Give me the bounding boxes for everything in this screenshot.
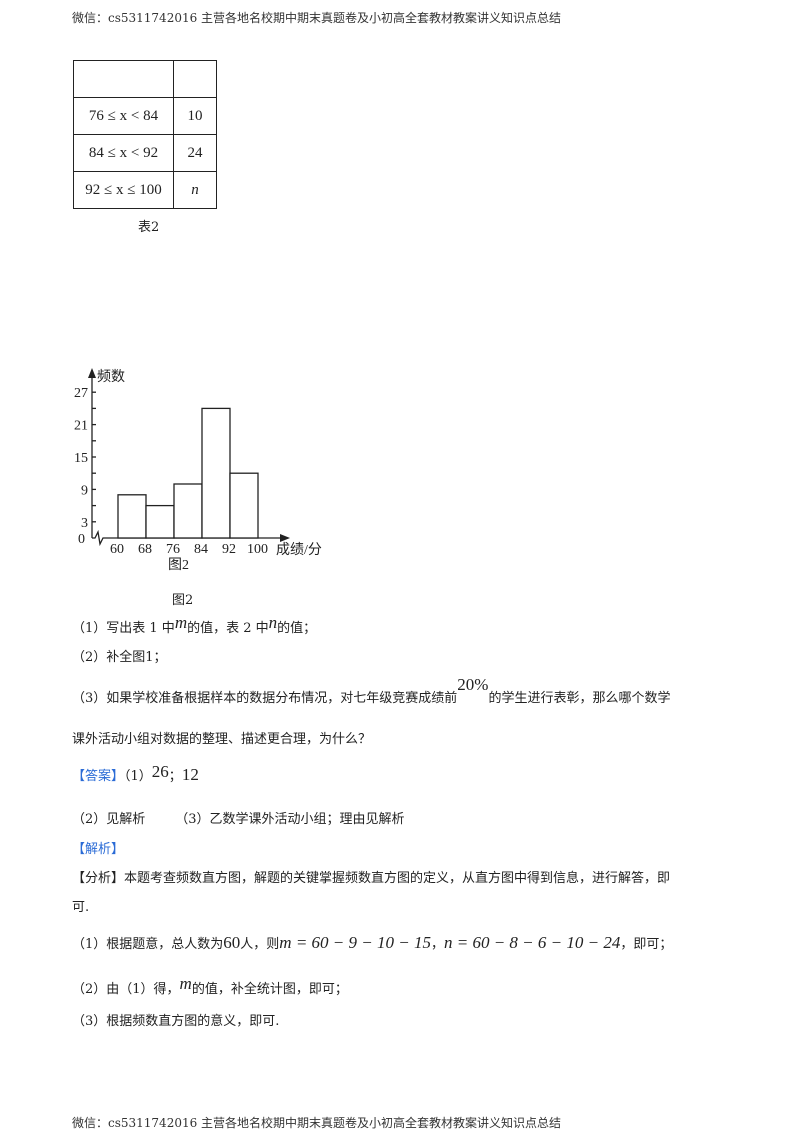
figure-caption: 图2 — [172, 593, 194, 608]
x-tick-label: 92 — [222, 542, 236, 557]
table-row: 84 ≤ x < 92 24 — [73, 134, 217, 172]
histogram-bar — [117, 494, 147, 539]
range-cell — [73, 60, 174, 98]
y-tick-label: 21 — [74, 419, 88, 434]
x-tick-label: 60 — [110, 542, 124, 557]
x-axis-arrow — [280, 534, 290, 542]
x-tick-label: 68 — [138, 542, 152, 557]
histogram-bar — [229, 472, 259, 539]
answer-line-1: 【答案】（1）26；12 — [72, 762, 199, 784]
chart-title: 图2 — [168, 558, 189, 573]
histogram-bar — [201, 407, 231, 539]
analysis-summary: 【分析】本题考查频数直方图，解题的关键掌握频数直方图的定义，从直方图中得到信息，… — [72, 871, 671, 886]
table-row: 92 ≤ x ≤ 100 n — [73, 171, 217, 209]
y-axis-label: 频数 — [97, 369, 125, 385]
page-footer: 微信：cs5311742016 主营各地名校期中期末真题卷及小初高全套教材教案讲… — [72, 1116, 562, 1130]
solution-2: （2）由（1）得，m的值，补全统计图，即可； — [72, 974, 348, 997]
table-row — [73, 60, 217, 98]
analysis-summary-end: 可. — [72, 900, 90, 915]
table-caption: 表2 — [138, 220, 160, 235]
histogram-bar — [173, 483, 203, 539]
question-1: （1）写出表 1 中m的值，表 2 中n的值； — [72, 613, 317, 636]
answer-line-2: （2）见解析 （3）乙数学课外活动小组；理由见解析 — [72, 812, 405, 827]
y-tick-label: 27 — [74, 386, 88, 401]
count-cell: 10 — [173, 97, 217, 135]
range-cell: 92 ≤ x ≤ 100 — [73, 171, 174, 209]
count-cell: n — [173, 171, 217, 209]
histogram-bar — [145, 504, 175, 539]
solution-3: （3）根据频数直方图的意义，即可. — [72, 1014, 280, 1029]
y-tick-label: 3 — [81, 516, 88, 531]
table-2: 76 ≤ x < 84 10 84 ≤ x < 92 24 92 ≤ x ≤ 100… — [73, 60, 217, 209]
y-tick-label: 0 — [78, 532, 85, 547]
count-cell: 24 — [173, 134, 217, 172]
y-tick-label: 15 — [74, 451, 88, 466]
x-tick-label: 76 — [166, 542, 180, 557]
count-cell — [173, 60, 217, 98]
question-3: （3）如果学校准备根据样本的数据分布情况，对七年级竞赛成绩前20%的学生进行表彰… — [72, 675, 671, 706]
analysis-label: 【解析】 — [72, 842, 125, 857]
page-header: 微信：cs5311742016 主营各地名校期中期末真题卷及小初高全套教材教案讲… — [72, 11, 562, 25]
y-tick-label: 9 — [81, 483, 88, 498]
x-axis-label: 成绩/分 — [276, 542, 322, 558]
answer-label: 【答案】 — [72, 769, 125, 784]
x-tick-label: 84 — [194, 542, 208, 557]
x-tick-label: 100 — [247, 542, 268, 557]
histogram-chart: 03 9 15 21 27 60 68 76 84 92 100 频数 成绩/分 图2 — [74, 368, 322, 573]
y-axis-arrow — [88, 368, 96, 378]
question-3-cont: 课外活动小组对数据的整理、描述更合理，为什么？ — [72, 732, 372, 747]
solution-1: （1）根据题意，总人数为60人，则m = 60 − 9 − 10 − 15，n … — [72, 933, 673, 952]
question-2: （2）补全图1； — [72, 650, 167, 665]
